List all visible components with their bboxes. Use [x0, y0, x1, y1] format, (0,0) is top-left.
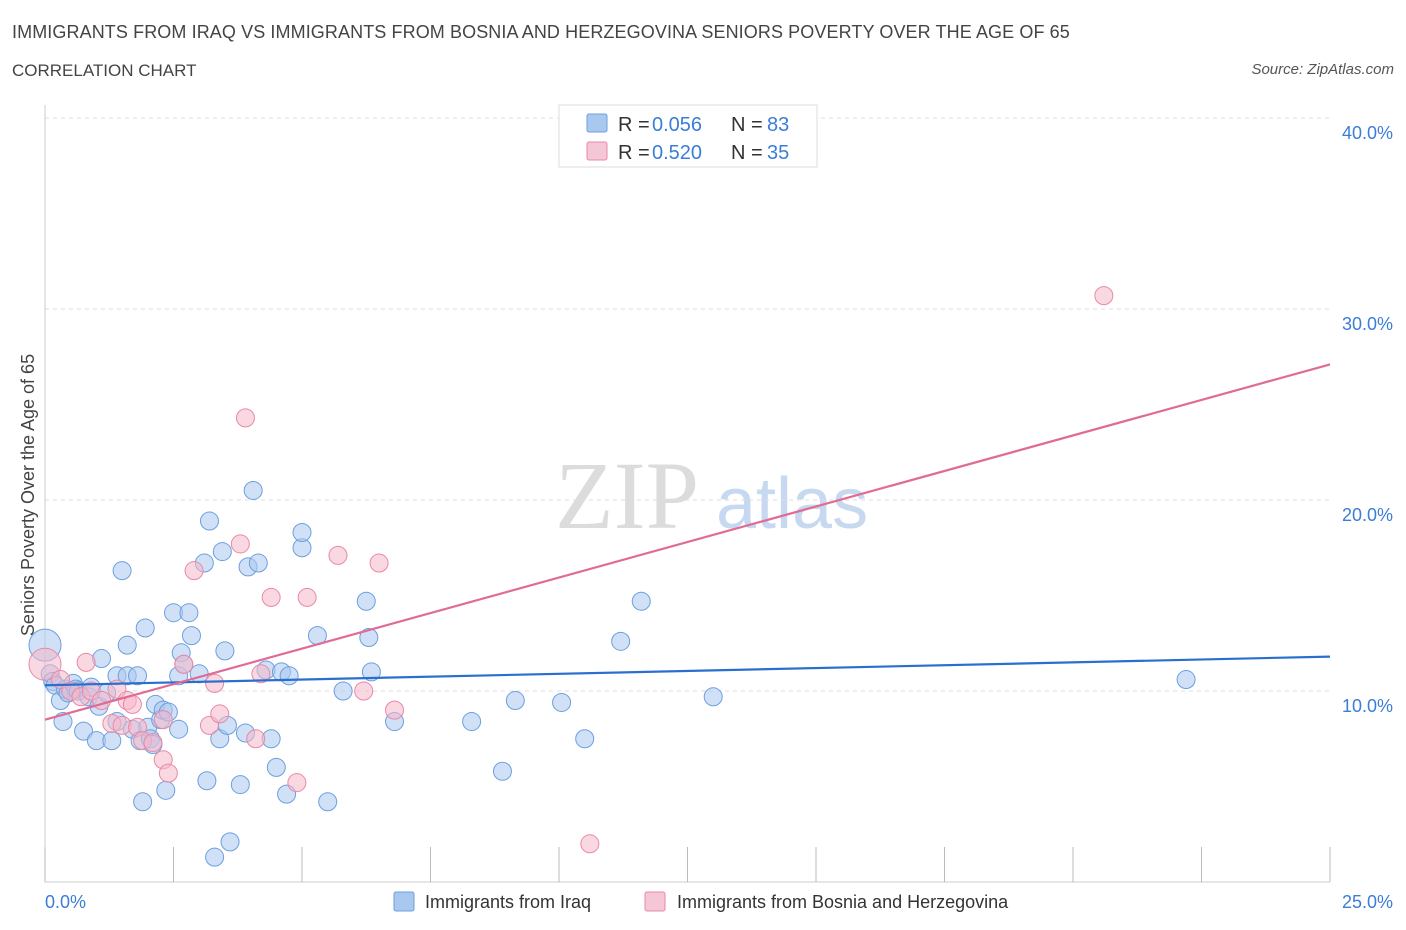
- data-point-iraq: [552, 692, 572, 712]
- data-point-iraq: [215, 641, 235, 661]
- data-point-iraq: [156, 780, 176, 800]
- legend-r-label-bosnia: R =: [618, 142, 655, 164]
- y-tick-label: 20.0%: [1342, 505, 1393, 525]
- data-point-bosnia: [158, 763, 178, 783]
- data-point-bosnia: [76, 652, 96, 672]
- data-point-iraq: [333, 681, 353, 701]
- data-point-bosnia: [235, 408, 255, 428]
- data-point-iraq: [189, 664, 209, 684]
- data-point-iraq: [1176, 670, 1196, 690]
- gridlines: [45, 117, 1330, 692]
- legend: R = 0.056 N = 83 R = 0.520 N = 35: [558, 104, 818, 168]
- source-label: Source: ZipAtlas.com: [1251, 61, 1394, 78]
- chart-title: IMMIGRANTS FROM IRAQ VS IMMIGRANTS FROM …: [12, 22, 1070, 42]
- data-point-iraq: [230, 775, 250, 795]
- watermark: ZIP atlas: [555, 442, 868, 549]
- data-point-iraq: [359, 628, 379, 648]
- data-point-bosnia: [230, 534, 250, 554]
- data-point-iraq: [266, 757, 286, 777]
- data-point-bosnia: [1094, 286, 1114, 306]
- data-point-bosnia: [143, 733, 163, 753]
- data-point-iraq: [197, 771, 217, 791]
- data-point-bosnia: [246, 729, 266, 749]
- legend-n-label-bosnia: N =: [731, 142, 768, 164]
- data-point-iraq: [279, 666, 299, 686]
- data-point-iraq: [74, 721, 94, 741]
- legend-swatch-iraq: [586, 113, 608, 133]
- data-point-iraq: [102, 731, 122, 751]
- data-point-iraq: [205, 847, 225, 867]
- data-point-iraq: [631, 591, 651, 611]
- chart-subtitle: CORRELATION CHART: [12, 61, 197, 80]
- y-tick-labels: 10.0% 20.0% 30.0% 40.0%: [1342, 123, 1393, 716]
- data-point-iraq: [220, 832, 240, 852]
- data-point-iraq: [248, 553, 268, 573]
- data-point-iraq: [133, 792, 153, 812]
- data-point-bosnia: [297, 587, 317, 607]
- bottom-legend-label-iraq: Immigrants from Iraq: [425, 892, 591, 912]
- series-bosnia: [28, 286, 1114, 854]
- data-point-iraq: [318, 792, 338, 812]
- data-point-bosnia: [328, 545, 348, 565]
- data-point-iraq: [135, 618, 155, 638]
- watermark-zip: ZIP: [555, 442, 699, 549]
- data-point-iraq: [356, 591, 376, 611]
- data-point-iraq: [505, 691, 525, 711]
- x-tick-label-max: 25.0%: [1342, 892, 1393, 912]
- trend-line-bosnia: [44, 363, 1331, 721]
- data-point-iraq: [117, 635, 137, 655]
- data-point-iraq: [212, 542, 232, 562]
- data-point-iraq: [703, 687, 723, 707]
- data-point-bosnia: [354, 681, 374, 701]
- data-point-iraq: [179, 603, 199, 623]
- watermark-atlas: atlas: [716, 464, 868, 544]
- data-point-iraq: [112, 561, 132, 581]
- data-point-bosnia: [205, 673, 225, 693]
- data-point-bosnia: [251, 664, 271, 684]
- x-tick-label-min: 0.0%: [45, 892, 86, 912]
- data-point-iraq: [611, 631, 631, 651]
- data-point-iraq: [361, 662, 381, 682]
- data-point-bosnia: [28, 647, 62, 681]
- legend-n-label-iraq: N =: [731, 114, 768, 136]
- data-point-iraq: [128, 666, 148, 686]
- data-point-bosnia: [385, 700, 405, 720]
- data-point-iraq: [243, 480, 263, 500]
- legend-n-value-bosnia: 35: [767, 142, 789, 164]
- data-point-iraq: [492, 761, 512, 781]
- data-point-iraq: [199, 511, 219, 531]
- trend-line-iraq: [44, 655, 1331, 687]
- y-tick-label: 40.0%: [1342, 123, 1393, 143]
- y-tick-label: 10.0%: [1342, 696, 1393, 716]
- bottom-legend-swatch-iraq: [393, 891, 415, 912]
- legend-r-label-iraq: R =: [618, 114, 655, 136]
- data-point-iraq: [462, 712, 482, 732]
- data-point-iraq: [292, 522, 312, 542]
- data-point-bosnia: [153, 710, 173, 730]
- data-point-bosnia: [210, 704, 230, 724]
- legend-swatch-bosnia: [586, 141, 608, 161]
- legend-n-value-iraq: 83: [767, 114, 789, 136]
- data-point-bosnia: [580, 834, 600, 854]
- data-point-bosnia: [369, 553, 389, 573]
- y-tick-label: 30.0%: [1342, 314, 1393, 334]
- data-point-iraq: [169, 719, 189, 739]
- y-axis-title: Seniors Poverty Over the Age of 65: [18, 354, 38, 636]
- data-point-iraq: [575, 729, 595, 749]
- bottom-legend-swatch-bosnia: [644, 891, 666, 912]
- data-point-bosnia: [287, 773, 307, 793]
- bottom-legend: Immigrants from Iraq Immigrants from Bos…: [393, 891, 1009, 912]
- bottom-legend-label-bosnia: Immigrants from Bosnia and Herzegovina: [677, 892, 1009, 912]
- legend-r-value-iraq: 0.056: [652, 114, 702, 136]
- data-point-iraq: [181, 626, 201, 646]
- x-axis-ticks: [44, 847, 1331, 882]
- data-point-bosnia: [261, 587, 281, 607]
- data-point-bosnia: [174, 654, 194, 674]
- data-point-bosnia: [184, 561, 204, 581]
- legend-r-value-bosnia: 0.520: [652, 142, 702, 164]
